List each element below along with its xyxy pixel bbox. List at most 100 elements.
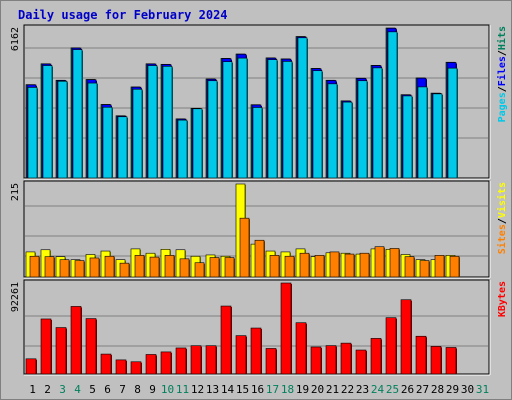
x-tick-label-day-5: 5 <box>89 383 96 396</box>
legend: KBytes <box>497 281 508 317</box>
bar-kbytes-day-5 <box>85 318 97 375</box>
bar-kbytes-day-24 <box>370 338 382 375</box>
ymax-label: 6162 <box>10 27 21 51</box>
bar-kbytes-day-12 <box>190 345 202 375</box>
bar-sites-day-16 <box>254 239 265 278</box>
x-tick-label-day-18: 18 <box>281 383 294 396</box>
bar-pages-day-1 <box>27 87 38 179</box>
bar-sites-day-28 <box>434 255 445 278</box>
x-tick-label-day-15: 15 <box>236 383 249 396</box>
x-tick-label-day-26: 26 <box>401 383 414 396</box>
x-tick-label-day-27: 27 <box>416 383 429 396</box>
bar-pages-day-11 <box>177 119 188 179</box>
bar-sites-day-14 <box>224 257 235 278</box>
x-tick-label-day-29: 29 <box>446 383 459 396</box>
bar-sites-day-19 <box>299 252 310 278</box>
chart-title: Daily usage for February 2024 <box>18 8 228 22</box>
bar-pages-day-26 <box>402 95 413 179</box>
legend: Pages/Files/Hits <box>496 26 508 122</box>
bar-pages-day-17 <box>267 59 278 179</box>
bar-kbytes-day-26 <box>400 299 412 375</box>
bar-kbytes-day-6 <box>100 353 112 375</box>
bar-kbytes-day-2 <box>40 318 52 375</box>
x-tick-label-day-8: 8 <box>134 383 141 396</box>
bar-kbytes-day-22 <box>340 342 352 375</box>
bar-pages-day-24 <box>372 67 383 179</box>
bar-sites-day-22 <box>344 253 355 278</box>
bar-pages-day-2 <box>42 65 53 179</box>
bar-sites-day-29 <box>449 255 460 278</box>
bar-kbytes-day-25 <box>385 317 397 375</box>
bar-pages-day-10 <box>162 66 173 179</box>
bar-pages-day-14 <box>222 61 233 179</box>
x-tick-label-day-22: 22 <box>341 383 354 396</box>
bar-kbytes-day-13 <box>205 345 217 375</box>
bar-sites-day-12 <box>194 262 205 278</box>
bar-pages-day-4 <box>72 49 83 179</box>
x-tick-label-day-28: 28 <box>431 383 444 396</box>
bar-sites-day-4 <box>74 260 85 278</box>
legend-item: / <box>497 86 508 92</box>
panel-kbytes: 92261 KBytes <box>10 279 508 376</box>
x-tick-label-day-16: 16 <box>251 383 264 396</box>
bar-pages-day-9 <box>147 65 158 179</box>
bar-sites-day-10 <box>164 255 175 278</box>
legend-item: Files <box>496 56 508 86</box>
bar-sites-day-24 <box>374 246 385 278</box>
bar-sites-day-5 <box>89 257 100 278</box>
x-tick-label-day-21: 21 <box>326 383 339 396</box>
bar-pages-day-18 <box>282 61 293 179</box>
bar-kbytes-day-19 <box>295 322 307 375</box>
bar-sites-day-23 <box>359 252 370 278</box>
bar-pages-day-22 <box>342 101 353 179</box>
x-tick-label-day-20: 20 <box>311 383 324 396</box>
bar-kbytes-day-1 <box>25 358 37 375</box>
bar-kbytes-day-17 <box>265 348 277 375</box>
x-tick-label-day-17: 17 <box>266 383 279 396</box>
bar-pages-day-7 <box>117 116 128 179</box>
bar-sites-day-8 <box>134 255 145 278</box>
legend-item: Hits <box>496 26 508 50</box>
legend: Sites/Visits <box>496 182 508 254</box>
legend-item: / <box>497 218 508 224</box>
x-tick-label-day-31: 31 <box>476 383 489 396</box>
bar-sites-day-26 <box>404 256 415 278</box>
x-tick-label-day-19: 19 <box>296 383 309 396</box>
bar-sites-day-18 <box>284 255 295 278</box>
bar-pages-day-21 <box>327 83 338 179</box>
bar-kbytes-day-4 <box>70 306 82 375</box>
bar-sites-day-9 <box>149 256 160 278</box>
bar-sites-day-7 <box>119 262 130 278</box>
bar-kbytes-day-18 <box>280 282 292 375</box>
bar-pages-day-8 <box>132 88 143 179</box>
x-tick-label-day-6: 6 <box>104 383 111 396</box>
bar-sites-day-3 <box>59 259 70 278</box>
bar-pages-day-29 <box>447 67 458 179</box>
bar-sites-day-15 <box>239 217 250 278</box>
bar-sites-day-6 <box>104 255 115 278</box>
bar-kbytes-day-14 <box>220 305 232 375</box>
ymax-label: 92261 <box>10 282 21 312</box>
bar-pages-day-15 <box>237 57 248 179</box>
bar-kbytes-day-16 <box>250 327 262 375</box>
legend-item: KBytes <box>497 281 508 317</box>
bar-sites-day-13 <box>209 257 220 278</box>
x-tick-label-day-24: 24 <box>371 383 385 396</box>
bar-kbytes-day-7 <box>115 359 127 375</box>
bar-sites-day-11 <box>179 258 190 278</box>
bar-pages-day-25 <box>387 31 398 179</box>
bar-pages-day-13 <box>207 80 218 179</box>
bar-kbytes-day-10 <box>160 351 172 375</box>
bar-pages-day-3 <box>57 80 68 179</box>
bar-sites-day-21 <box>329 251 340 278</box>
bar-kbytes-day-28 <box>430 346 442 375</box>
x-tick-label-day-10: 10 <box>161 383 174 396</box>
bar-pages-day-27 <box>417 86 428 179</box>
bar-pages-day-28 <box>432 93 443 179</box>
bar-kbytes-day-9 <box>145 354 157 375</box>
x-tick-label-day-23: 23 <box>356 383 369 396</box>
bar-sites-day-20 <box>314 255 325 278</box>
x-tick-label-day-11: 11 <box>176 383 189 396</box>
